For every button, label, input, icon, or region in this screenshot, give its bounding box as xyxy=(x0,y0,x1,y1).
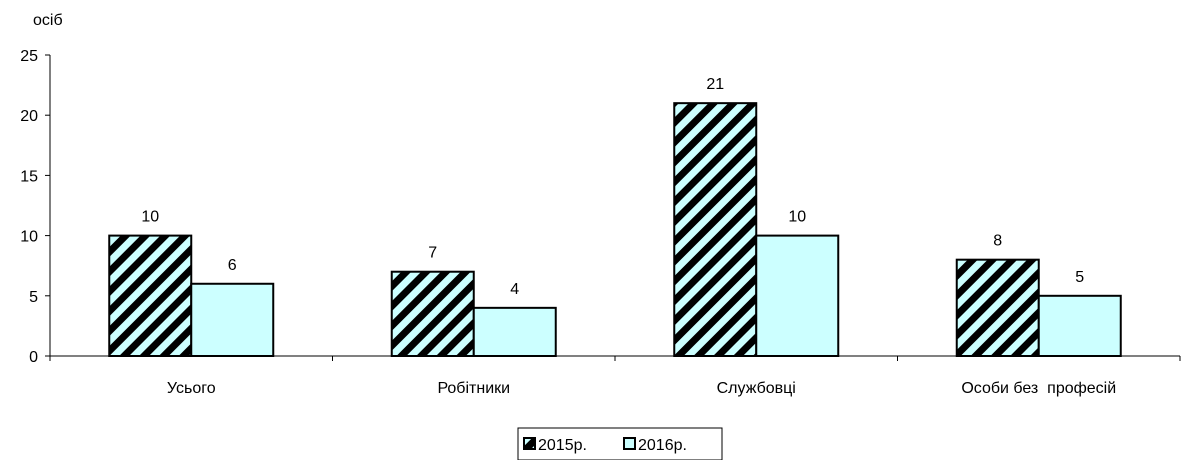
category-label: Особи без професій xyxy=(961,380,1116,397)
bar-value-label: 21 xyxy=(706,76,724,93)
legend-box xyxy=(517,427,723,460)
y-tick-label: 25 xyxy=(20,48,38,65)
data-labels: 10 6 7 4 21 10 8 5 xyxy=(141,76,1084,298)
bar-2015р.-3 xyxy=(955,258,1040,357)
bar-value-label: 5 xyxy=(1075,269,1084,286)
bar-value-label: 4 xyxy=(510,281,519,298)
bar-2015р.-2 xyxy=(673,102,758,357)
bar-value-label: 10 xyxy=(141,209,159,226)
category-label: Службовці xyxy=(717,380,796,397)
bar-2016р.-0 xyxy=(190,282,275,358)
y-tick-label: 15 xyxy=(20,168,38,185)
category-label: Робітники xyxy=(437,380,510,397)
legend: 2015р. 2016р. xyxy=(517,427,723,460)
bar-2016р.-1 xyxy=(472,306,557,357)
y-tick-label: 5 xyxy=(29,289,38,306)
bar-value-label: 6 xyxy=(228,257,237,274)
y-axis: 0 5 10 15 20 25 xyxy=(20,48,51,366)
bar-2016р.-3 xyxy=(1037,294,1122,357)
bar-value-label: 10 xyxy=(788,209,806,226)
legend-entry-label: 2015р. xyxy=(538,437,587,454)
legend-swatch xyxy=(523,437,536,450)
y-axis-unit-label: осіб xyxy=(33,12,63,29)
y-tick-label: 10 xyxy=(20,229,38,246)
bar-2015р.-0 xyxy=(108,234,193,358)
bars xyxy=(108,102,1122,358)
bar-2016р.-2 xyxy=(755,234,840,358)
y-tick-label: 20 xyxy=(20,108,38,125)
bar-value-label: 8 xyxy=(993,233,1002,250)
category-label: Усього xyxy=(167,380,216,397)
bar-value-label: 7 xyxy=(428,245,437,262)
bar-2015р.-1 xyxy=(390,270,475,357)
category-labels: Усього Робітники Службовці Особи без профес… xyxy=(167,380,1116,397)
legend-swatch xyxy=(623,437,636,450)
y-tick-label: 0 xyxy=(29,349,38,366)
legend-entry-label: 2016р. xyxy=(638,437,687,454)
